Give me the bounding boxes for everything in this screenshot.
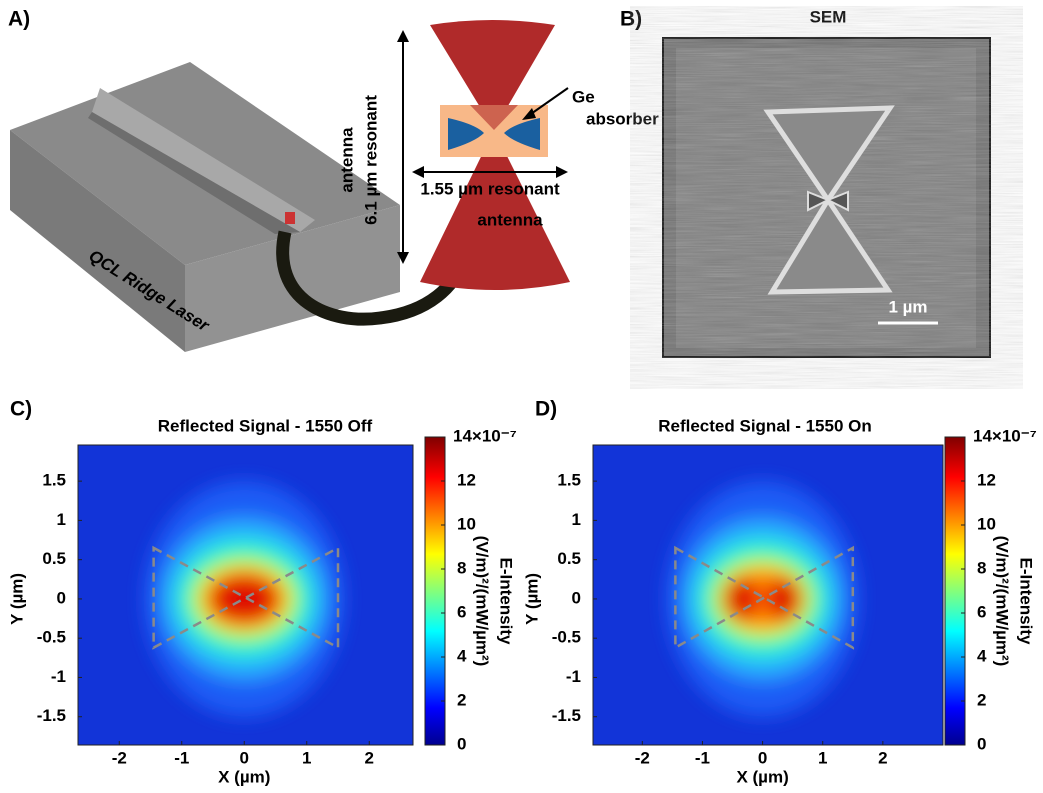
absorber-label: absorber [586, 109, 659, 128]
x-axis-label: X (µm) [218, 767, 270, 786]
colorbar-tick-label: 10 [977, 514, 996, 533]
y-tick-label: 0 [57, 588, 66, 607]
y-tick-label: 1 [57, 510, 66, 529]
colorbar-label: (V/m)²/(mW/µm²) [473, 536, 492, 667]
colorbar-tick-label: 12 [977, 470, 996, 489]
colorbar-tick-label: 2 [977, 690, 986, 709]
colorbar-tick-label: 14×10⁻⁷ [453, 426, 517, 445]
length-label: antenna [337, 127, 356, 193]
absorber-label: Ge [572, 87, 595, 106]
field-peak [723, 577, 759, 621]
y-tick-label: 1.5 [557, 471, 581, 490]
y-tick-label: -0.5 [552, 628, 581, 647]
y-tick-label: 1 [572, 510, 581, 529]
y-tick-label: 0 [572, 588, 581, 607]
colorbar-tick-label: 8 [457, 558, 466, 577]
width-label: 1.55 µm resonant [420, 179, 560, 198]
colorbar-tick-label: 6 [457, 602, 466, 621]
colorbar-tick-label: 6 [977, 602, 986, 621]
x-tick-label: 2 [365, 748, 374, 767]
y-axis-label: Y (µm) [522, 573, 541, 625]
x-axis-label: X (µm) [736, 767, 788, 786]
y-tick-label: -1 [51, 667, 66, 686]
field-peak [766, 577, 802, 621]
x-tick-label: 1 [818, 748, 827, 767]
colorbar-tick-label: 10 [457, 514, 476, 533]
colorbar-tick-label: 4 [977, 646, 987, 665]
plot-title: Reflected Signal - 1550 Off [158, 416, 373, 435]
panel-label: C) [10, 398, 32, 421]
field-layers [144, 481, 344, 717]
x-tick-label: 0 [240, 748, 249, 767]
y-tick-label: 1.5 [42, 471, 66, 490]
figure: A) QCL Ridge Laser 6.1 µm resonant anten… [0, 0, 1043, 793]
width-label: antenna [477, 210, 543, 229]
y-tick-label: -0.5 [37, 628, 66, 647]
x-tick-label: -2 [112, 748, 127, 767]
colorbar-tick-label: 8 [977, 558, 986, 577]
colorbar-tick-label: 0 [457, 734, 466, 753]
y-tick-label: 0.5 [557, 549, 581, 568]
colorbar-tick-label: 12 [457, 470, 476, 489]
y-tick-label: -1.5 [37, 706, 66, 725]
field-peak [210, 575, 279, 622]
length-label: 6.1 µm resonant [361, 95, 380, 225]
x-tick-label: 1 [302, 748, 311, 767]
panel-label: A) [8, 8, 30, 31]
panel-b: B) SEM 1 µm [620, 7, 990, 357]
x-tick-label: -1 [695, 748, 710, 767]
x-tick-label: 0 [758, 748, 767, 767]
x-tick-label: -2 [635, 748, 650, 767]
field [78, 445, 413, 745]
colorbar-tick-label: 4 [457, 646, 467, 665]
plot-title: Reflected Signal - 1550 On [658, 416, 872, 435]
field [593, 445, 943, 745]
colorbar [945, 437, 965, 745]
y-tick-label: -1 [566, 667, 581, 686]
panel-label: B) [620, 8, 642, 31]
colorbar-label: (V/m)²/(mW/µm²) [993, 536, 1012, 667]
x-tick-label: 2 [878, 748, 887, 767]
panel-a: A) QCL Ridge Laser 6.1 µm resonant anten… [8, 8, 659, 352]
colorbar-tick-label: 2 [457, 690, 466, 709]
sem-title: SEM [810, 7, 847, 26]
colorbar-label: E-Intensity [497, 558, 516, 645]
panel-label: D) [535, 398, 557, 421]
scale-label: 1 µm [888, 297, 927, 316]
y-tick-label: 0.5 [42, 549, 66, 568]
colorbar [425, 437, 445, 745]
x-tick-label: -1 [174, 748, 189, 767]
facet [285, 212, 295, 224]
y-axis-label: Y (µm) [7, 573, 26, 625]
colorbar-tick-label: 0 [977, 734, 986, 753]
y-tick-label: -1.5 [552, 706, 581, 725]
colorbar-tick-label: 14×10⁻⁷ [973, 426, 1037, 445]
colorbar-label: E-Intensity [1017, 558, 1036, 645]
